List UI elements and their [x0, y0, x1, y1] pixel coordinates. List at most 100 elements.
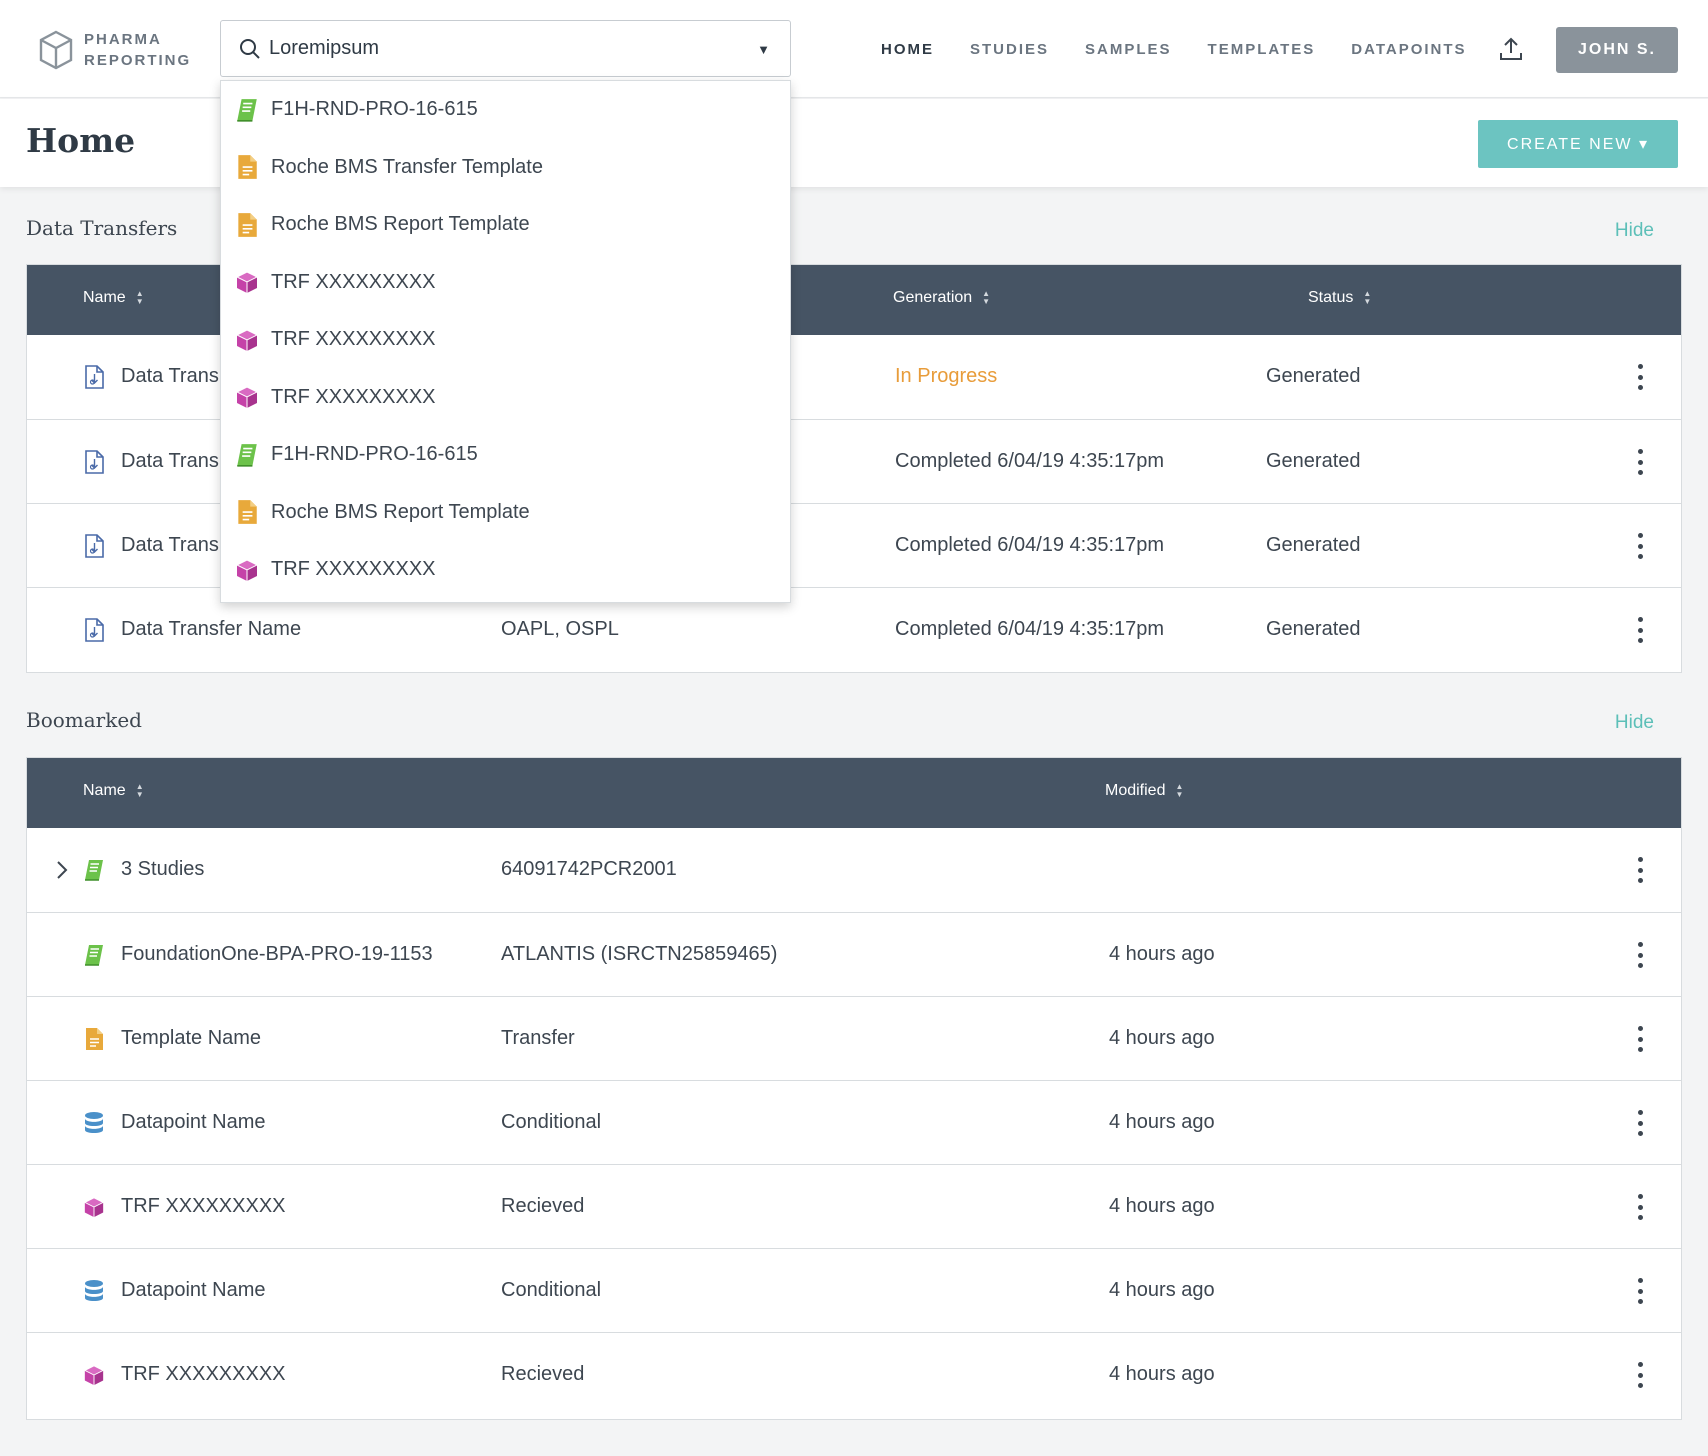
row-detail: OAPL, OSPL	[501, 618, 619, 640]
search-result-item[interactable]: F1H-RND-PRO-16-615	[221, 81, 790, 139]
more-options-icon[interactable]	[1637, 1194, 1643, 1220]
search-result-label: TRF XXXXXXXXX	[271, 328, 436, 351]
row-detail: Recieved	[501, 1195, 585, 1217]
row-detail: Conditional	[501, 1279, 602, 1301]
header-status[interactable]: Status ▲ ▼	[1308, 289, 1371, 307]
template-doc-icon	[235, 499, 259, 525]
logo-line-1: PHARMA	[84, 31, 162, 48]
nav-studies[interactable]: STUDIES	[970, 40, 1050, 58]
study-book-icon	[83, 943, 105, 967]
search-result-item[interactable]: TRF XXXXXXXXX	[221, 541, 790, 599]
sample-cube-icon	[235, 384, 259, 410]
sample-cube-icon	[235, 269, 259, 295]
header-name[interactable]: Name ▲ ▼	[83, 782, 144, 800]
sample-cube-icon	[83, 1195, 105, 1219]
sample-cube-icon	[235, 557, 259, 583]
more-options-icon[interactable]	[1637, 449, 1643, 475]
sort-icon: ▲ ▼	[1363, 289, 1372, 306]
chevron-down-icon[interactable]: ▼	[757, 42, 770, 57]
header-modified[interactable]: Modified ▲ ▼	[1105, 782, 1183, 800]
search-result-item[interactable]: Roche BMS Report Template	[221, 484, 790, 542]
data-transfers-hide-link[interactable]: Hide	[1614, 220, 1654, 241]
row-name: Data Transfer Name	[121, 618, 302, 640]
table-row[interactable]: Datapoint Name Conditional 4 hours ago	[27, 1248, 1681, 1332]
table-row[interactable]: TRF XXXXXXXXX Recieved 4 hours ago	[27, 1332, 1681, 1416]
bookmarked-hide-link[interactable]: Hide	[1614, 712, 1654, 733]
row-name: FoundationOne-BPA-PRO-19-1153	[121, 943, 433, 965]
logo-icon	[39, 30, 73, 70]
more-options-icon[interactable]	[1637, 1110, 1643, 1136]
search-result-label: Roche BMS Report Template	[271, 213, 530, 236]
more-options-icon[interactable]	[1637, 942, 1643, 968]
search-result-item[interactable]: TRF XXXXXXXXX	[221, 311, 790, 369]
template-doc-icon	[235, 154, 259, 180]
more-options-icon[interactable]	[1637, 1026, 1643, 1052]
row-name: Template Name	[121, 1027, 262, 1049]
search-result-item[interactable]: TRF XXXXXXXXX	[221, 369, 790, 427]
table-row[interactable]: Data Trans Completed 6/04/19 4:35:17pm Gen…	[27, 419, 1681, 503]
row-name: Data Trans	[121, 450, 219, 472]
row-detail: Transfer	[501, 1027, 575, 1049]
search-result-label: F1H-RND-PRO-16-615	[271, 98, 478, 121]
search-result-item[interactable]: Roche BMS Report Template	[221, 196, 790, 254]
search-results-dropdown: F1H-RND-PRO-16-615 Roche BMS Transfer Tem…	[220, 80, 791, 603]
bookmarked-table: Name ▲ ▼ Modified ▲ ▼ 3 Studies 64091742PCR20…	[26, 757, 1682, 1420]
row-detail: 64091742PCR2001	[501, 858, 677, 880]
search-result-item[interactable]: Roche BMS Transfer Template	[221, 139, 790, 197]
study-book-icon	[235, 97, 259, 123]
search-result-label: TRF XXXXXXXXX	[271, 385, 436, 408]
row-modified: 4 hours ago	[1109, 1195, 1215, 1217]
row-status: Generated	[1266, 450, 1361, 472]
header-generation[interactable]: Generation ▲ ▼	[893, 289, 990, 307]
row-generation: Completed 6/04/19 4:35:17pm	[895, 618, 1165, 640]
nav-home[interactable]: HOME	[881, 40, 934, 58]
row-name: Data Trans	[121, 365, 219, 387]
expand-chevron-icon[interactable]	[55, 859, 69, 881]
table-row[interactable]: Data Trans In Progress Generated	[27, 335, 1681, 419]
user-menu-button[interactable]: JOHN S.	[1556, 27, 1678, 73]
search-result-item[interactable]: TRF XXXXXXXXX	[221, 254, 790, 312]
create-new-button[interactable]: CREATE NEW ▾	[1478, 120, 1678, 168]
nav-templates[interactable]: TEMPLATES	[1207, 40, 1316, 58]
row-name: TRF XXXXXXXXX	[121, 1195, 286, 1217]
transfer-file-icon	[83, 618, 105, 642]
row-name: Data Trans	[121, 534, 219, 556]
row-generation: Completed 6/04/19 4:35:17pm	[895, 450, 1165, 472]
search-result-item[interactable]: F1H-RND-PRO-16-615	[221, 426, 790, 484]
table-row[interactable]: Data Trans Completed 6/04/19 4:35:17pm Gen…	[27, 503, 1681, 587]
table-row[interactable]: Template Name Transfer 4 hours ago	[27, 996, 1681, 1080]
more-options-icon[interactable]	[1637, 617, 1643, 643]
more-options-icon[interactable]	[1637, 364, 1643, 390]
table-row[interactable]: Datapoint Name Conditional 4 hours ago	[27, 1080, 1681, 1164]
table-row[interactable]: FoundationOne-BPA-PRO-19-1153 ATLANTIS (I…	[27, 912, 1681, 996]
row-name: Datapoint Name	[121, 1111, 266, 1133]
more-options-icon[interactable]	[1637, 1362, 1643, 1388]
sample-cube-icon	[83, 1363, 105, 1387]
more-options-icon[interactable]	[1637, 533, 1643, 559]
search-box[interactable]: ▼	[220, 20, 791, 77]
header-modified-label: Modified	[1105, 782, 1166, 799]
table-row[interactable]: TRF XXXXXXXXX Recieved 4 hours ago	[27, 1164, 1681, 1248]
row-status: Generated	[1266, 365, 1361, 387]
nav-datapoints[interactable]: DATAPOINTS	[1351, 40, 1467, 58]
search-result-label: TRF XXXXXXXXX	[271, 558, 436, 581]
table-row[interactable]: Data Transfer Name OAPL, OSPL Completed 6/…	[27, 587, 1681, 671]
nav-samples[interactable]: SAMPLES	[1085, 40, 1172, 58]
page-title: Home	[26, 121, 136, 160]
more-options-icon[interactable]	[1637, 1278, 1643, 1304]
logo[interactable]: PHARMA REPORTING	[38, 28, 191, 72]
search-input[interactable]	[269, 37, 739, 60]
upload-icon[interactable]	[1498, 36, 1524, 62]
table-row[interactable]: 3 Studies 64091742PCR2001	[27, 828, 1681, 912]
table-header: Name ▲ ▼ Modified ▲ ▼	[27, 758, 1681, 828]
header-name-label: Name	[83, 782, 126, 799]
header-name-label: Name	[83, 289, 126, 306]
data-transfers-title: Data Transfers	[26, 216, 178, 240]
header-generation-label: Generation	[893, 289, 973, 306]
more-options-icon[interactable]	[1637, 857, 1643, 883]
header-status-label: Status	[1308, 289, 1354, 306]
sort-icon: ▲ ▼	[135, 782, 144, 799]
logo-line-2: REPORTING	[84, 52, 192, 69]
header-name[interactable]: Name ▲ ▼	[83, 289, 144, 307]
row-name: TRF XXXXXXXXX	[121, 1363, 286, 1385]
